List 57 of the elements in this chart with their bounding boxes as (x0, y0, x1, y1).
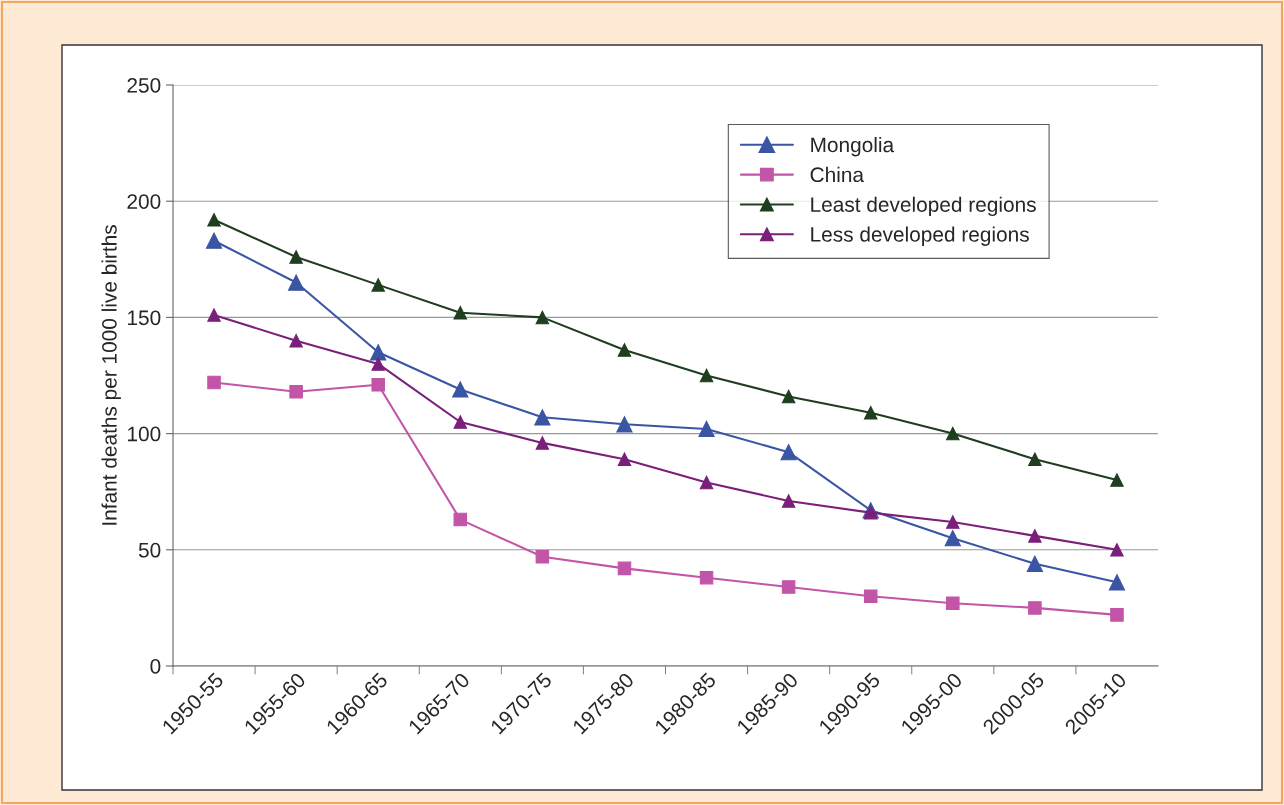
point (535, 310, 550, 325)
point (1110, 473, 1124, 487)
point (780, 444, 797, 461)
point (1108, 574, 1126, 591)
point (535, 550, 550, 564)
point (207, 308, 221, 322)
y-tick-label: 150 (128, 310, 161, 326)
y-tick-label: 0 (150, 659, 161, 674)
point (946, 426, 960, 441)
point (617, 561, 632, 576)
point (698, 420, 715, 438)
point (699, 368, 714, 383)
point (289, 250, 303, 264)
point (863, 405, 878, 420)
y-tick-label: 50 (138, 542, 161, 558)
point (944, 530, 961, 547)
point (946, 596, 960, 611)
legend-label: Least developed regions (811, 196, 1036, 217)
point (289, 333, 303, 348)
point (617, 452, 632, 466)
point (781, 494, 796, 508)
point (863, 589, 878, 604)
point (452, 381, 469, 398)
point (287, 274, 305, 291)
point (453, 305, 468, 320)
point (616, 416, 633, 433)
point (699, 475, 714, 490)
point (371, 378, 385, 392)
point (371, 278, 385, 292)
point (946, 515, 960, 529)
point (370, 344, 387, 361)
legend-label: China (810, 166, 865, 183)
point (453, 512, 468, 527)
point (617, 343, 632, 357)
point (1026, 555, 1044, 572)
point (207, 213, 221, 227)
legend-label: Mongolia (811, 136, 895, 157)
point (205, 232, 223, 249)
point (289, 385, 303, 399)
point (535, 436, 550, 450)
point (1028, 529, 1042, 543)
point (453, 415, 468, 429)
y-axis-title: Infant deaths per 1000 live births (101, 225, 121, 525)
point (1110, 543, 1124, 557)
point (781, 389, 796, 404)
legend-label: Less developed regions (811, 226, 1029, 246)
point (371, 357, 385, 371)
y-tick-label: 100 (128, 426, 161, 442)
y-tick-label: 200 (127, 194, 161, 209)
y-tick-label: 250 (127, 78, 161, 93)
point (1028, 601, 1042, 615)
point (207, 375, 221, 390)
point (534, 409, 551, 426)
point (1110, 608, 1124, 622)
point (699, 570, 714, 585)
point (781, 580, 796, 594)
point (1028, 452, 1042, 466)
